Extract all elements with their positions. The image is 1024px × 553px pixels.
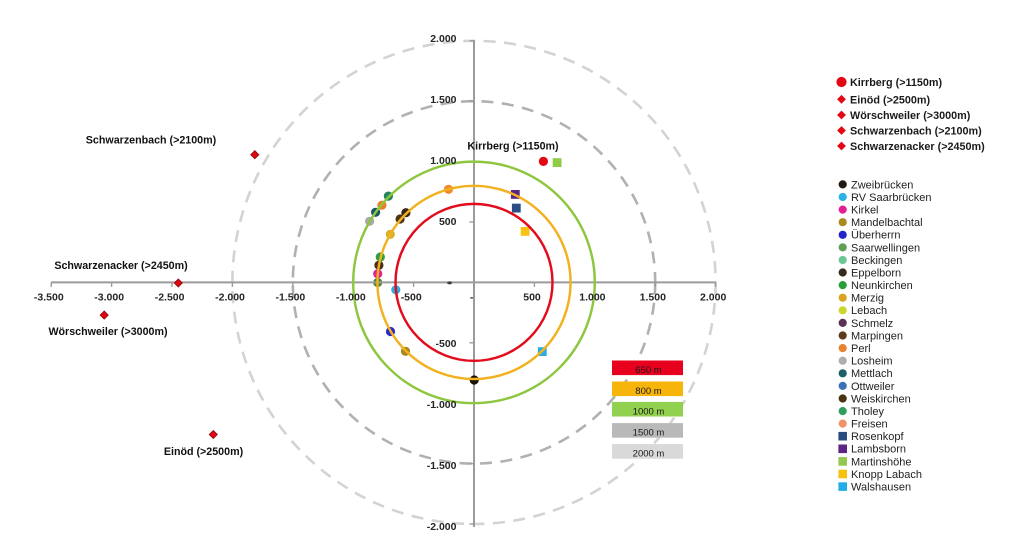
svg-text:Schwarzenacker (>2450m): Schwarzenacker (>2450m) bbox=[54, 260, 188, 272]
svg-text:Losheim: Losheim bbox=[851, 356, 893, 368]
svg-text:Einöd (>2500m): Einöd (>2500m) bbox=[164, 446, 244, 458]
svg-text:Neunkirchen: Neunkirchen bbox=[851, 280, 913, 292]
svg-text:-1.000: -1.000 bbox=[336, 292, 366, 304]
svg-text:650 m: 650 m bbox=[635, 365, 661, 376]
svg-text:Ottweiler: Ottweiler bbox=[851, 381, 895, 393]
svg-text:1.000: 1.000 bbox=[579, 292, 605, 304]
svg-text:-: - bbox=[470, 292, 474, 304]
svg-text:-1.500: -1.500 bbox=[427, 460, 457, 472]
svg-text:-2.500: -2.500 bbox=[155, 292, 185, 304]
svg-text:Zweibrücken: Zweibrücken bbox=[851, 179, 913, 191]
svg-text:Kirrberg (>1150m): Kirrberg (>1150m) bbox=[850, 77, 943, 89]
svg-text:Mandelbachtal: Mandelbachtal bbox=[851, 217, 923, 229]
svg-text:1.500: 1.500 bbox=[640, 292, 666, 304]
svg-text:Eppelborn: Eppelborn bbox=[851, 267, 901, 279]
svg-text:2000 m: 2000 m bbox=[633, 449, 665, 460]
svg-text:Schwarzenbach (>2100m): Schwarzenbach (>2100m) bbox=[86, 135, 217, 147]
svg-text:1500 m: 1500 m bbox=[633, 428, 665, 439]
svg-text:Rosenkopf: Rosenkopf bbox=[851, 431, 905, 443]
svg-text:-3.000: -3.000 bbox=[94, 292, 124, 304]
svg-text:RV Saarbrücken: RV Saarbrücken bbox=[851, 192, 932, 204]
svg-text:Schwarzenacker (>2450m): Schwarzenacker (>2450m) bbox=[850, 141, 985, 153]
svg-text:1.000: 1.000 bbox=[430, 155, 456, 167]
svg-text:Kirrberg (>1150m): Kirrberg (>1150m) bbox=[467, 141, 559, 153]
svg-text:-3.500: -3.500 bbox=[34, 292, 64, 304]
svg-text:Überherrn: Überherrn bbox=[851, 230, 901, 242]
svg-text:-500: -500 bbox=[435, 338, 456, 350]
svg-text:Einöd (>2500m): Einöd (>2500m) bbox=[850, 94, 931, 106]
svg-text:Schwarzenbach (>2100m): Schwarzenbach (>2100m) bbox=[850, 126, 982, 138]
svg-text:Schmelz: Schmelz bbox=[851, 318, 893, 330]
svg-text:Wörschweiler (>3000m): Wörschweiler (>3000m) bbox=[48, 326, 168, 338]
svg-text:Walshausen: Walshausen bbox=[851, 482, 911, 494]
svg-text:Saarwellingen: Saarwellingen bbox=[851, 242, 920, 254]
svg-text:Lebach: Lebach bbox=[851, 305, 887, 317]
svg-text:-2.000: -2.000 bbox=[427, 521, 457, 533]
svg-text:Mettlach: Mettlach bbox=[851, 368, 893, 380]
svg-text:1000 m: 1000 m bbox=[633, 407, 665, 418]
svg-text:-1.000: -1.000 bbox=[427, 399, 457, 411]
svg-text:Kirkel: Kirkel bbox=[851, 205, 879, 217]
svg-text:2.000: 2.000 bbox=[430, 33, 456, 45]
svg-text:Merzig: Merzig bbox=[851, 293, 884, 305]
svg-text:500: 500 bbox=[439, 216, 457, 228]
svg-text:-500: -500 bbox=[401, 292, 422, 304]
svg-text:Lambsborn: Lambsborn bbox=[851, 444, 906, 456]
svg-text:Beckingen: Beckingen bbox=[851, 255, 902, 267]
svg-text:-2.000: -2.000 bbox=[215, 292, 245, 304]
svg-text:Weiskirchen: Weiskirchen bbox=[851, 393, 911, 405]
svg-text:1.500: 1.500 bbox=[430, 94, 456, 106]
svg-text:Freisen: Freisen bbox=[851, 419, 888, 431]
svg-text:Tholey: Tholey bbox=[851, 406, 885, 418]
svg-text:Martinshöhe: Martinshöhe bbox=[851, 456, 912, 468]
svg-text:Perl: Perl bbox=[851, 343, 871, 355]
svg-text:500: 500 bbox=[523, 292, 541, 304]
svg-text:Marpingen: Marpingen bbox=[851, 330, 903, 342]
svg-text:-1.500: -1.500 bbox=[276, 292, 306, 304]
svg-text:Wörschweiler (>3000m): Wörschweiler (>3000m) bbox=[850, 110, 971, 122]
svg-text:Knopp Labach: Knopp Labach bbox=[851, 469, 922, 481]
svg-text:2.000: 2.000 bbox=[700, 292, 726, 304]
svg-text:800 m: 800 m bbox=[635, 386, 661, 397]
